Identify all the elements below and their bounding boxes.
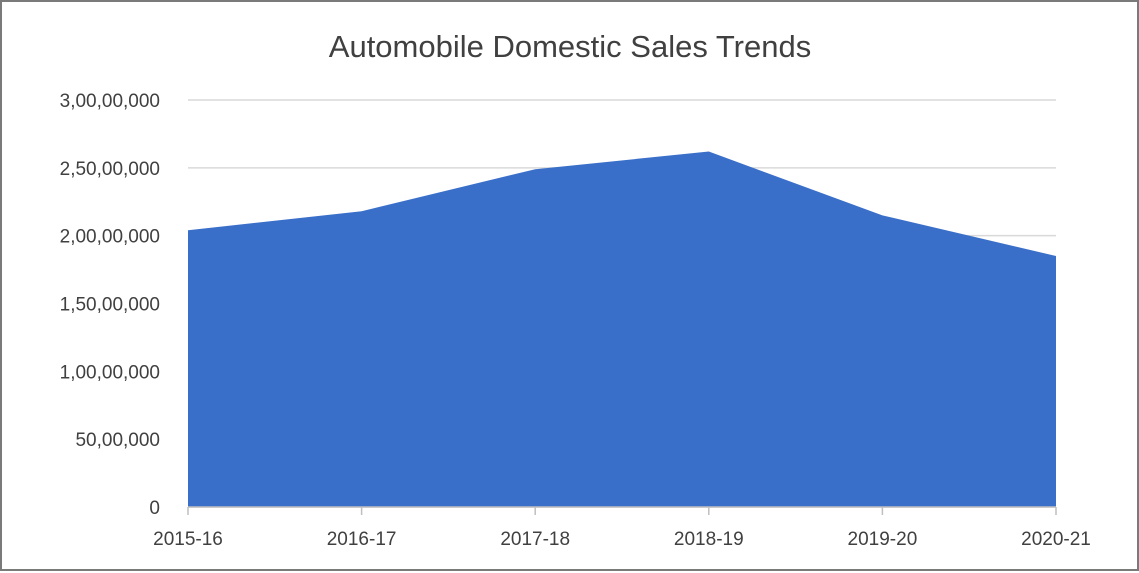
x-axis: 2015-16 2016-17 2017-18 2018-19 2019-20 2020-… (153, 507, 1091, 550)
y-tick-label: 0 (149, 498, 160, 519)
y-tick-label: 2,00,00,000 (60, 227, 160, 248)
x-tick-label: 2015-16 (153, 529, 223, 550)
x-tick-label: 2020-21 (1021, 529, 1091, 550)
y-tick-label: 1,00,00,000 (60, 362, 160, 383)
y-tick-label: 1,50,00,000 (60, 295, 160, 316)
x-tick-label: 2016-17 (327, 529, 397, 550)
x-tick-label: 2018-19 (674, 529, 744, 550)
chart-title: Automobile Domestic Sales Trends (329, 29, 811, 64)
x-tick-label: 2019-20 (848, 529, 918, 550)
y-axis: 0 50,00,000 1,00,00,000 1,50,00,000 2,00,00,… (60, 91, 160, 519)
y-tick-label: 3,00,00,000 (60, 91, 160, 112)
area-series (188, 152, 1056, 507)
y-tick-label: 50,00,000 (75, 430, 160, 451)
x-tick-label: 2017-18 (500, 529, 570, 550)
series-area (188, 151, 1056, 507)
y-tick-label: 2,50,00,000 (60, 159, 160, 180)
